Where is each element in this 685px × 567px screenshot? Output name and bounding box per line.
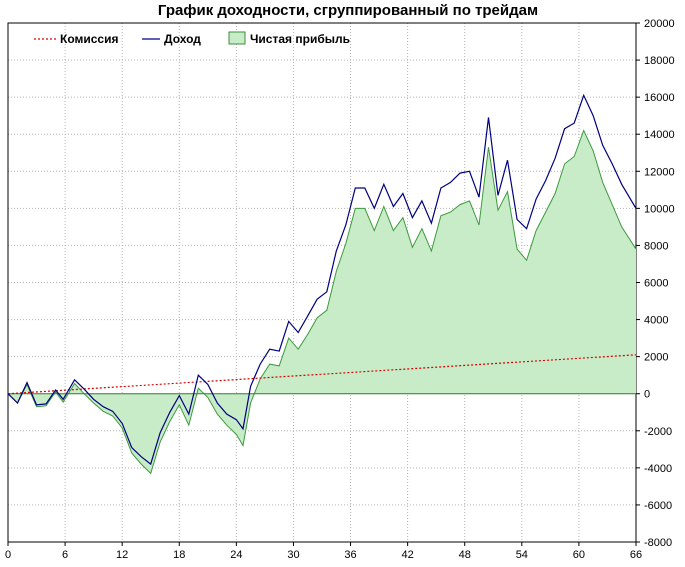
y-tick-label: 14000 [644,129,675,141]
legend-income-label: Доход [164,32,201,46]
y-tick-label: 6000 [644,278,668,290]
x-tick-label: 36 [344,549,356,561]
y-tick-label: 20000 [644,18,675,30]
x-tick-label: 48 [459,549,471,561]
y-tick-label: 12000 [644,166,675,178]
commission-line [7,354,637,395]
x-tick-label: 6 [62,549,68,561]
y-tick-label: 10000 [644,203,675,215]
x-tick-label: 24 [230,549,242,561]
y-tick-label: -2000 [644,426,672,438]
x-tick-label: 54 [516,549,528,561]
x-tick-label: 66 [630,549,642,561]
net-profit-line [7,129,637,475]
chart-title: График доходности, сгруппированный по тр… [158,2,538,19]
y-tick-label: 8000 [644,240,668,252]
legend-net-profit-label: Чистая прибыль [250,32,350,46]
x-tick-label: 42 [402,549,414,561]
x-tick-label: 12 [116,549,128,561]
x-tick-label: 18 [173,549,185,561]
y-tick-label: 2000 [644,352,668,364]
y-tick-label: 18000 [644,55,675,67]
legend-commission-label: Комиссия [60,32,118,46]
income-line [7,93,637,466]
y-tick-label: -8000 [644,537,672,549]
y-tick-label: -6000 [644,500,672,512]
legend: Комиссия Доход Чистая прибыль [34,31,350,46]
y-tick-label: -4000 [644,463,672,475]
x-tick-label: 30 [287,549,299,561]
x-tick-label: 60 [573,549,585,561]
legend-net-profit-swatch [228,31,246,45]
x-tick-label: 0 [5,549,11,561]
plot-area: 0 6 12 18 24 30 36 42 48 54 60 66200001800016000140… [5,18,675,561]
net-profit-area [8,130,636,474]
y-tick-label: 16000 [644,92,675,104]
y-tick-label: 4000 [644,315,668,327]
y-tick-label: 0 [644,389,650,401]
